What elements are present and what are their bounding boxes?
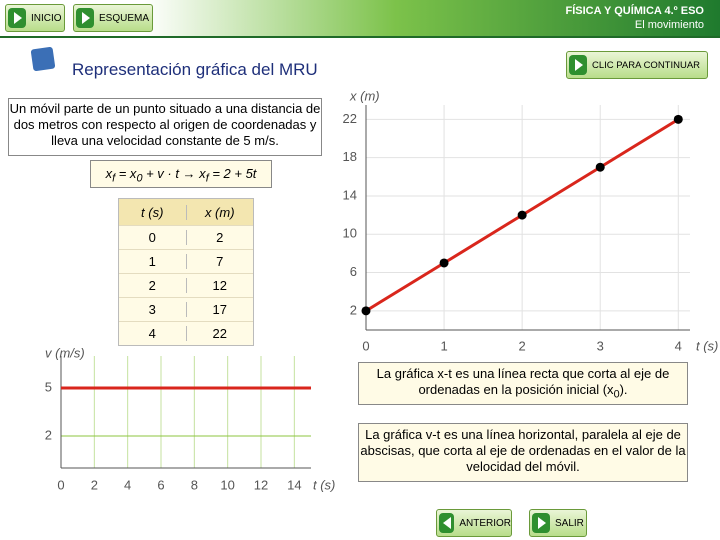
- x-tick-label: 14: [287, 477, 301, 492]
- table-cell: 17: [212, 302, 227, 317]
- header: FÍSICA Y QUÍMICA 4.º ESO El movimiento: [566, 4, 705, 32]
- note-text: La gráfica x-t es una línea recta que co…: [376, 366, 670, 397]
- y-tick-label: 22: [343, 111, 357, 126]
- point: [439, 258, 449, 268]
- table-row: 3 17: [119, 297, 253, 321]
- point: [673, 114, 683, 124]
- formula-sub: f: [112, 172, 116, 185]
- x-tick-label: 1: [440, 338, 447, 353]
- formula: xf = x0 + v · t → xf = 2 + 5t: [90, 160, 272, 188]
- x-tick-label: 4: [675, 338, 682, 353]
- note-sub: 0: [613, 388, 620, 401]
- continue-label: CLIC PARA CONTINUAR: [592, 59, 701, 71]
- previous-button[interactable]: ANTERIOR: [436, 509, 512, 537]
- exit-label: SALIR: [555, 517, 584, 529]
- note-text: ).: [619, 382, 628, 397]
- formula-part: + v · t → x: [142, 166, 206, 181]
- y-axis-label: x (m): [349, 88, 380, 103]
- continue-button[interactable]: CLIC PARA CONTINUAR: [566, 51, 708, 79]
- point: [517, 210, 527, 220]
- x-axis-label: t (s): [313, 477, 335, 492]
- home-label: INICIO: [31, 12, 62, 24]
- x-tick-label: 0: [362, 338, 369, 353]
- table-cell: 3: [119, 302, 187, 317]
- y-tick-label: 5: [45, 379, 52, 394]
- formula-sub: 0: [136, 172, 143, 185]
- point: [595, 162, 605, 172]
- point: [361, 306, 371, 316]
- subject: FÍSICA Y QUÍMICA 4.º ESO: [565, 5, 705, 17]
- formula-sub: f: [205, 172, 209, 185]
- y-tick-label: 2: [45, 427, 52, 442]
- table-cell: 4: [119, 326, 187, 341]
- y-tick-label: 18: [343, 149, 357, 164]
- table-header: t (s) x (m): [119, 199, 253, 225]
- formula-part: = x: [115, 166, 137, 181]
- y-axis-label: v (m/s): [45, 345, 85, 360]
- table-cell: t (s): [119, 204, 187, 220]
- x-axis-label: t (s): [696, 338, 718, 353]
- table-cell: 2: [119, 278, 187, 293]
- table-cell: x (m): [204, 204, 235, 220]
- note: La gráfica v-t es una línea horizontal, …: [358, 423, 688, 482]
- x-tick-label: 2: [91, 477, 98, 492]
- table-cell: 7: [216, 254, 224, 269]
- x-tick-label: 4: [124, 477, 131, 492]
- table-cell: 0: [119, 230, 187, 245]
- y-tick-label: 2: [350, 302, 357, 317]
- unit: El movimiento: [634, 19, 704, 31]
- y-tick-label: 10: [343, 226, 357, 241]
- home-button[interactable]: INICIO: [5, 4, 65, 32]
- table: t (s) x (m) 0 2 1 7 2 12 3 17 4 22: [118, 198, 254, 346]
- x-tick-label: 2: [519, 338, 526, 353]
- table-row: 2 12: [119, 273, 253, 297]
- outline-label: ESQUEMA: [99, 12, 150, 24]
- formula-part: x: [105, 166, 113, 181]
- x-tick-label: 3: [597, 338, 604, 353]
- formula-part: = 2 + 5t: [208, 166, 257, 181]
- x-tick-label: 10: [220, 477, 234, 492]
- y-tick-label: 6: [350, 264, 357, 279]
- x-tick-label: 12: [254, 477, 268, 492]
- previous-label: ANTERIOR: [459, 517, 511, 529]
- outline-button[interactable]: ESQUEMA: [73, 4, 153, 32]
- y-tick-label: 14: [343, 187, 357, 202]
- x-tick-label: 6: [157, 477, 164, 492]
- title: Representación gráfica del MRU: [72, 60, 318, 79]
- table-cell: 1: [119, 254, 187, 269]
- exit-button[interactable]: SALIR: [529, 509, 587, 537]
- table-cell: 12: [212, 278, 227, 293]
- note: La gráfica x-t es una línea recta que co…: [358, 362, 688, 405]
- intro: Un móvil parte de un punto situado a una…: [8, 98, 322, 156]
- table-row: 4 22: [119, 321, 253, 345]
- x-tick-label: 8: [191, 477, 198, 492]
- table-cell: 22: [212, 326, 227, 341]
- x-tick-label: 0: [57, 477, 64, 492]
- table-cell: 2: [216, 230, 224, 245]
